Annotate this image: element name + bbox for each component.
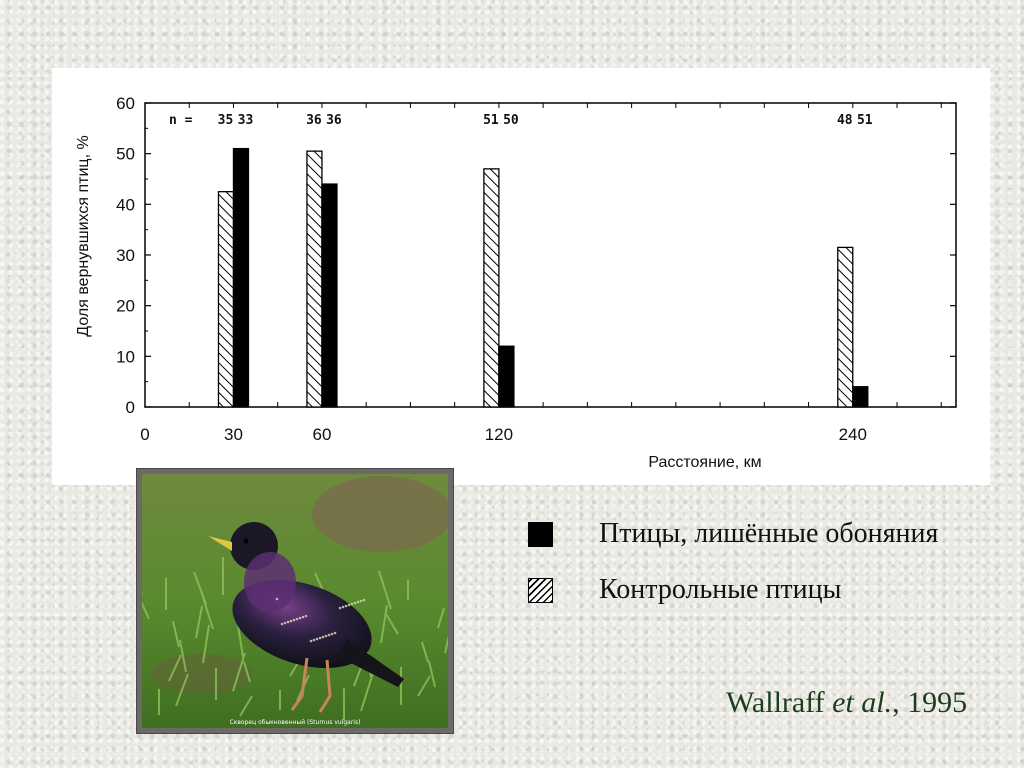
bar-chart: 0 10 20 30 40 50 60 0 30 60 120 240 n = 35 33 36 36 51 50 4…	[75, 94, 957, 471]
plumage-spot	[324, 634, 328, 638]
y-tick-label: 0	[126, 398, 135, 417]
chart-panel: 0 10 20 30 40 50 60 0 30 60 120 240 n = 35 33 36 36 51 50 4…	[52, 68, 990, 485]
x-tick-label: 30	[224, 425, 243, 444]
y-tick-label: 50	[116, 145, 135, 164]
bar-control	[837, 246, 854, 408]
plumage-spot	[359, 599, 363, 603]
bar-anosmic	[498, 345, 515, 408]
sample-size-anosmic: 51	[857, 113, 873, 128]
plumage-spot	[330, 632, 334, 636]
plumage-spot	[295, 617, 299, 621]
grass-blade	[385, 613, 399, 635]
n-label: n =	[169, 113, 193, 128]
sample-size-control: 51	[483, 113, 499, 128]
plumage-spot	[292, 618, 296, 622]
bar-control	[306, 150, 323, 408]
plumage-spot	[315, 637, 319, 641]
plumage-spot	[312, 638, 316, 642]
photo-caption: Скворец обыкновенный (Sturnus vulgaris)	[230, 719, 361, 726]
sample-size-anosmic: 33	[238, 113, 254, 128]
plumage-spot	[347, 603, 351, 607]
grass-blade	[437, 607, 445, 629]
grass-blade	[175, 673, 189, 707]
plumage-spot	[283, 621, 287, 625]
x-tick-label: 0	[140, 425, 149, 444]
grass-blade	[378, 570, 392, 610]
plumage-spot	[289, 619, 293, 623]
plumage-spot	[298, 616, 302, 620]
grass-blade	[428, 660, 436, 688]
plumage-spot	[286, 620, 290, 624]
grass-blade	[195, 605, 203, 639]
grass-blade	[202, 624, 210, 664]
grass-blade	[168, 654, 182, 682]
plumage-spot	[341, 605, 345, 609]
y-tick-label: 40	[116, 195, 135, 214]
legend-label-anosmic: Птицы, лишённые обоняния	[599, 518, 939, 549]
grass-blade	[360, 672, 374, 712]
plumage-spot	[338, 606, 342, 610]
hatched-square-swatch	[528, 577, 553, 603]
grass-blade	[200, 590, 214, 630]
bar-control	[217, 191, 235, 408]
x-tick-label: 240	[839, 425, 867, 444]
sample-size-anosmic: 50	[503, 113, 519, 128]
plumage-spot	[301, 615, 305, 619]
bar-anosmic	[852, 386, 869, 408]
grass-blade	[417, 675, 431, 697]
bar-control	[483, 168, 500, 408]
y-tick-label: 10	[116, 347, 135, 366]
grass-blade	[179, 639, 187, 673]
y-tick-label: 60	[116, 94, 135, 113]
grass-blade	[239, 695, 253, 717]
y-tick-label: 30	[116, 246, 135, 265]
sample-size-control: 48	[837, 113, 853, 128]
x-axis-title: Расстояние, км	[648, 454, 761, 471]
citation-year: , 1995	[892, 686, 968, 719]
plumage-spot	[353, 601, 357, 605]
grass-blade	[444, 635, 448, 654]
grass-blade	[172, 620, 180, 648]
bar-anosmic	[232, 147, 250, 408]
grass-blade	[142, 601, 150, 620]
y-axis-title: Доля вернувшихся птиц, %	[75, 135, 92, 336]
sample-size-control: 36	[306, 113, 322, 128]
citation-etal: et al.	[832, 686, 893, 719]
plumage-spot	[280, 622, 284, 626]
x-tick-label: 120	[485, 425, 513, 444]
legend-label-control: Контрольные птицы	[599, 574, 842, 605]
starling-photo: Скворец обыкновенный (Sturnus vulgaris)	[142, 474, 448, 728]
plumage-spot	[350, 602, 354, 606]
plumage-spot	[318, 636, 322, 640]
legend-item-control: Контрольные птицы	[528, 570, 841, 610]
plot-frame	[144, 102, 957, 408]
sample-size-control: 35	[218, 113, 234, 128]
plumage-spot	[304, 614, 308, 618]
bar-anosmic	[321, 183, 338, 408]
plumage-spot	[275, 597, 279, 601]
sample-size-anosmic: 36	[326, 113, 342, 128]
plumage-spot	[309, 639, 313, 643]
plumage-spot	[344, 604, 348, 608]
photo-frame: Скворец обыкновенный (Sturnus vulgaris)	[136, 468, 454, 734]
plumage-spot	[356, 600, 360, 604]
x-tick-label: 60	[312, 425, 331, 444]
plumage-spot	[327, 633, 331, 637]
grass-blade	[232, 652, 246, 692]
citation: Wallraff et al., 1995	[726, 686, 967, 720]
citation-author: Wallraff	[726, 686, 825, 719]
plumage-spot	[333, 631, 337, 635]
legend-item-anosmic: Птицы, лишённые обоняния	[528, 514, 938, 554]
y-tick-label: 20	[116, 297, 135, 316]
grass-blade	[380, 604, 388, 644]
grass-blade	[421, 641, 429, 663]
plumage-spot	[321, 635, 325, 639]
plumage-spot	[362, 598, 366, 602]
black-square-swatch	[528, 521, 553, 547]
grass-blade	[243, 661, 251, 683]
